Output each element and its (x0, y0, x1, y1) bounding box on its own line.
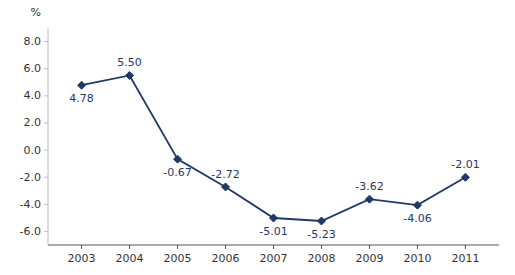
marker (270, 214, 278, 222)
y-tick-label: 6.0 (24, 62, 42, 75)
y-tick (44, 150, 48, 151)
x-tick (177, 245, 178, 249)
x-tick-label: 2008 (307, 252, 335, 265)
y-tick-label: 8.0 (24, 35, 42, 48)
y-axis-line (48, 28, 49, 245)
y-tick (44, 204, 48, 205)
y-tick-label: 0.0 (24, 144, 42, 157)
data-label: -0.67 (163, 166, 191, 179)
y-axis-label: % (31, 6, 41, 19)
x-tick-label: 2007 (260, 252, 288, 265)
data-label: 4.78 (69, 92, 94, 105)
chart: -6.0 -4.0 -2.0 0.0 2.0 4.0 6.0 8.0 2003 2004 2005 2… (0, 0, 515, 275)
x-tick (417, 245, 418, 249)
line (82, 75, 466, 221)
marker (365, 195, 373, 203)
y-tick (44, 177, 48, 178)
x-tick-label: 2011 (451, 252, 479, 265)
y-tick (44, 41, 48, 42)
data-label: -5.23 (307, 228, 335, 241)
x-tick-label: 2009 (355, 252, 383, 265)
y-tick (44, 95, 48, 96)
y-tick-label: -2.0 (20, 171, 41, 184)
y-tick (44, 68, 48, 69)
y-tick (44, 122, 48, 123)
marker (413, 201, 421, 209)
marker (317, 217, 325, 225)
marker (78, 81, 86, 89)
y-tick-label: -6.0 (20, 225, 41, 238)
marker (222, 183, 230, 191)
marker (174, 155, 182, 163)
data-label: 5.50 (117, 56, 142, 69)
data-label: -3.62 (355, 180, 383, 193)
x-tick-label: 2003 (68, 252, 96, 265)
marker (461, 173, 469, 181)
y-tick-label: 2.0 (24, 116, 42, 129)
y-tick-label: -4.0 (20, 198, 41, 211)
x-tick-label: 2004 (116, 252, 144, 265)
x-tick (273, 245, 274, 249)
x-tick (465, 245, 466, 249)
data-label: -5.01 (259, 225, 287, 238)
x-tick-label: 2010 (403, 252, 431, 265)
x-tick (129, 245, 130, 249)
y-tick (44, 231, 48, 232)
data-label: -2.01 (451, 158, 479, 171)
data-label: -2.72 (211, 168, 239, 181)
marker (126, 71, 134, 79)
x-tick-label: 2006 (212, 252, 240, 265)
marks (78, 71, 470, 225)
x-tick (321, 245, 322, 249)
x-tick (225, 245, 226, 249)
x-tick (81, 245, 82, 249)
x-tick-label: 2005 (164, 252, 192, 265)
y-tick-label: 4.0 (24, 89, 42, 102)
data-label: -4.06 (403, 212, 431, 225)
x-tick (369, 245, 370, 249)
